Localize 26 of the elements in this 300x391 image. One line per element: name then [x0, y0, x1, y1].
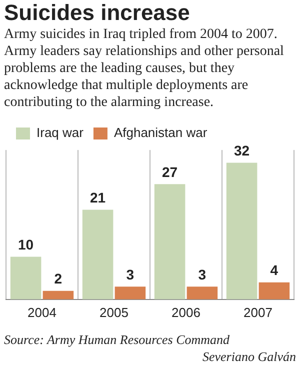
data-label: 3 — [126, 266, 134, 282]
bar — [258, 282, 290, 300]
data-label: 10 — [18, 236, 34, 253]
bar — [42, 290, 74, 300]
data-label: 21 — [90, 190, 106, 206]
x-tick-label: 2005 — [100, 304, 128, 320]
x-tick-label: 2004 — [28, 304, 56, 320]
bar — [186, 286, 218, 300]
data-label: 3 — [198, 266, 206, 282]
legend-label: Iraq war — [36, 125, 84, 140]
x-tick-label: 2006 — [172, 304, 200, 320]
legend-label: Afghanistan war — [114, 125, 208, 140]
chart-title: Suicides increase — [3, 0, 191, 26]
data-label: 4 — [270, 262, 278, 278]
data-label: 27 — [162, 164, 178, 180]
data-label: 32 — [234, 142, 250, 159]
text: Severiano Galván — [201, 348, 297, 365]
bar — [226, 162, 258, 300]
data-label: 2 — [54, 270, 62, 287]
bar — [82, 210, 114, 300]
source-note: Source: Army Human Resources Command — [3, 331, 231, 348]
x-tick-label: 2007 — [244, 304, 272, 320]
bar — [114, 286, 146, 300]
chart-subtitle: Army suicides in Iraq tripled from 2004 to 2007. Army leaders say relationships and other personal problems are the leading causes, but they acknowledge that multiple deployments are contributing to the alarming increase. — [3, 26, 285, 111]
bar — [10, 256, 42, 300]
bar — [154, 184, 186, 300]
